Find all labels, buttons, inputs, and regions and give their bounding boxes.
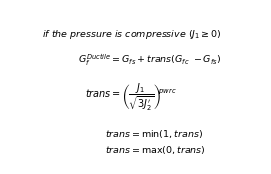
Text: $\mathit{if\ the\ pressure\ is\ compressive}\ (J_1 \geq 0)$: $\mathit{if\ the\ pressure\ is\ compress…	[42, 28, 222, 41]
Text: $\mathit{trans} = \max(0, \mathit{trans})$: $\mathit{trans} = \max(0, \mathit{trans}…	[105, 144, 206, 156]
Text: $G_f^{Ductile} = G_{fs} + \mathit{trans}(G_{fc}\ -G_{fs})$: $G_f^{Ductile} = G_{fs} + \mathit{trans}…	[78, 53, 221, 68]
Text: $\mathit{trans} = \min(1, \mathit{trans})$: $\mathit{trans} = \min(1, \mathit{trans}…	[105, 128, 203, 140]
Text: $\mathit{trans} = \left(\dfrac{J_1}{\sqrt{3J_2'}}\right)^{\!\!pwrc}$: $\mathit{trans} = \left(\dfrac{J_1}{\sqr…	[85, 81, 176, 113]
